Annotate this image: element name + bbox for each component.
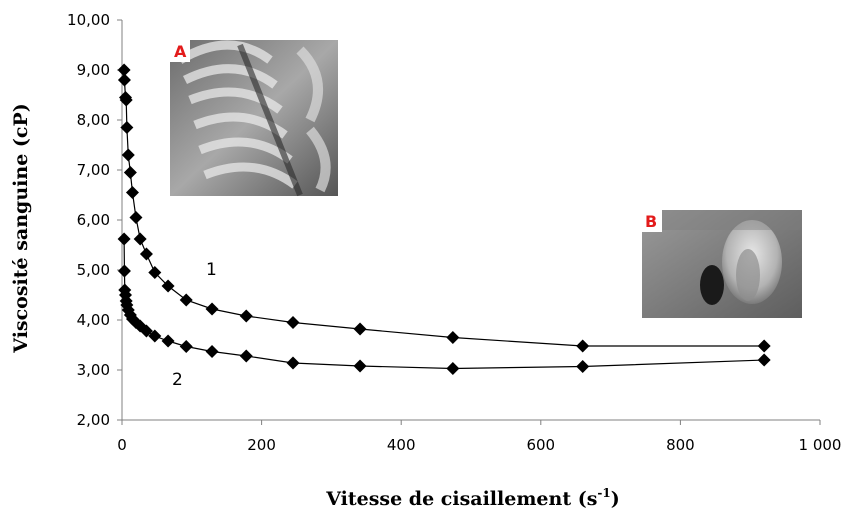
x-axis-ticks: 0 200 400 600 800 1 000 [117,420,841,454]
series-1-point [287,316,300,329]
inset-b-tag: B [645,212,657,231]
series-1-point [354,323,367,336]
series-1-point [576,340,589,353]
y-tick-label: 10,00 [67,11,110,29]
x-tick-label: 1 000 [799,436,842,454]
inset-image-a: A [170,40,338,196]
series-1-label: 1 [206,260,217,280]
y-tick-label: 9,00 [77,61,110,79]
series-2-point [446,362,459,375]
x-tick-label: 600 [526,436,555,454]
series-1-point [180,294,193,307]
x-tick-label: 200 [247,436,276,454]
x-tick-label: 0 [117,436,127,454]
y-tick-label: 4,00 [77,311,110,329]
y-tick-label: 8,00 [77,111,110,129]
series-2-label: 2 [172,370,183,390]
series-2-point [162,335,175,348]
y-tick-label: 2,00 [77,411,110,429]
x-axis-title: Vitesse de cisaillement (s-1) [325,486,620,510]
y-tick-label: 3,00 [77,361,110,379]
series-1-point [126,186,139,199]
series-2-point [240,350,253,363]
series-1-point [122,149,135,162]
series-2-point [576,360,589,373]
x-tick-label: 800 [666,436,695,454]
x-tick-label: 400 [387,436,416,454]
series-1-point [129,211,142,224]
y-tick-label: 6,00 [77,211,110,229]
series-2-point [354,360,367,373]
series-2-point [287,357,300,370]
series-1-point [758,340,771,353]
series-1-point [134,233,147,246]
series-1-point [446,331,459,344]
series-2-point [118,233,131,246]
inset-image-b: B [642,210,802,318]
y-tick-label: 5,00 [77,261,110,279]
y-tick-label: 7,00 [77,161,110,179]
series-1-point [118,74,131,87]
series-2-point [206,345,219,358]
series-2-point [180,340,193,353]
y-axis-ticks: 2,00 3,00 4,00 5,00 6,00 7,00 8,00 9,00 10,00 [67,11,122,429]
inset-a-tag: A [174,42,187,61]
series-1-point [124,166,137,179]
series-2-point [118,265,131,278]
series-2-point [758,354,771,367]
series-1-point [140,248,153,261]
series-1-point [240,310,253,323]
series-1-point [206,303,219,316]
y-axis-title: Viscosité sanguine (cP) [10,103,32,353]
